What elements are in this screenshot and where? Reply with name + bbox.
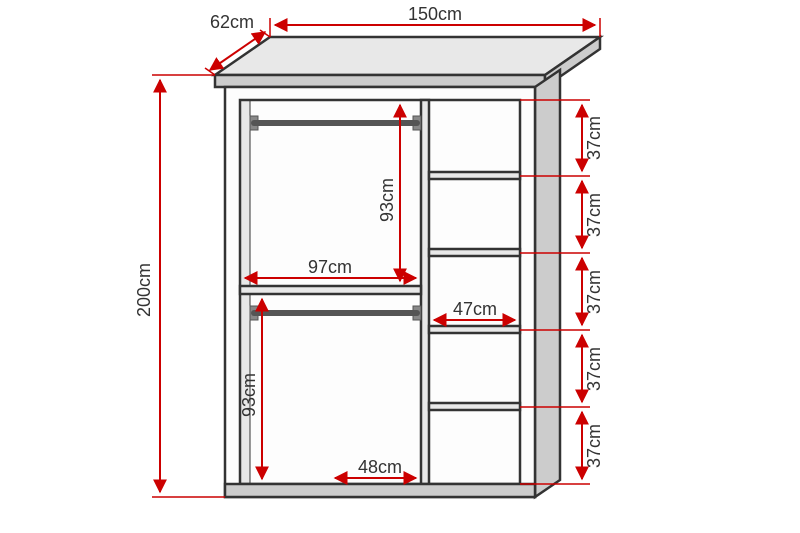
- label-inner-left-width: 97cm: [308, 257, 352, 277]
- label-shelf-gap-5: 37cm: [584, 424, 604, 468]
- label-shelf-gap-4: 37cm: [584, 347, 604, 391]
- label-depth: 62cm: [210, 12, 254, 32]
- label-inner-right-width: 47cm: [453, 299, 497, 319]
- label-shelf-gap-2: 37cm: [584, 193, 604, 237]
- label-width: 150cm: [408, 4, 462, 24]
- dim-height: 200cm: [134, 75, 225, 497]
- label-upper-hang: 93cm: [377, 178, 397, 222]
- label-lower-hang: 93cm: [239, 373, 259, 417]
- label-height: 200cm: [134, 263, 154, 317]
- label-bottom-left-width: 48cm: [358, 457, 402, 477]
- cabinet-body: [225, 70, 560, 497]
- dim-width: 150cm: [270, 4, 600, 37]
- top-panel: [215, 37, 600, 87]
- wardrobe-dimension-diagram: 62cm 150cm 200cm 97cm 47cm 48cm 93cm 93c…: [0, 0, 800, 533]
- label-shelf-gap-1: 37cm: [584, 116, 604, 160]
- label-shelf-gap-3: 37cm: [584, 270, 604, 314]
